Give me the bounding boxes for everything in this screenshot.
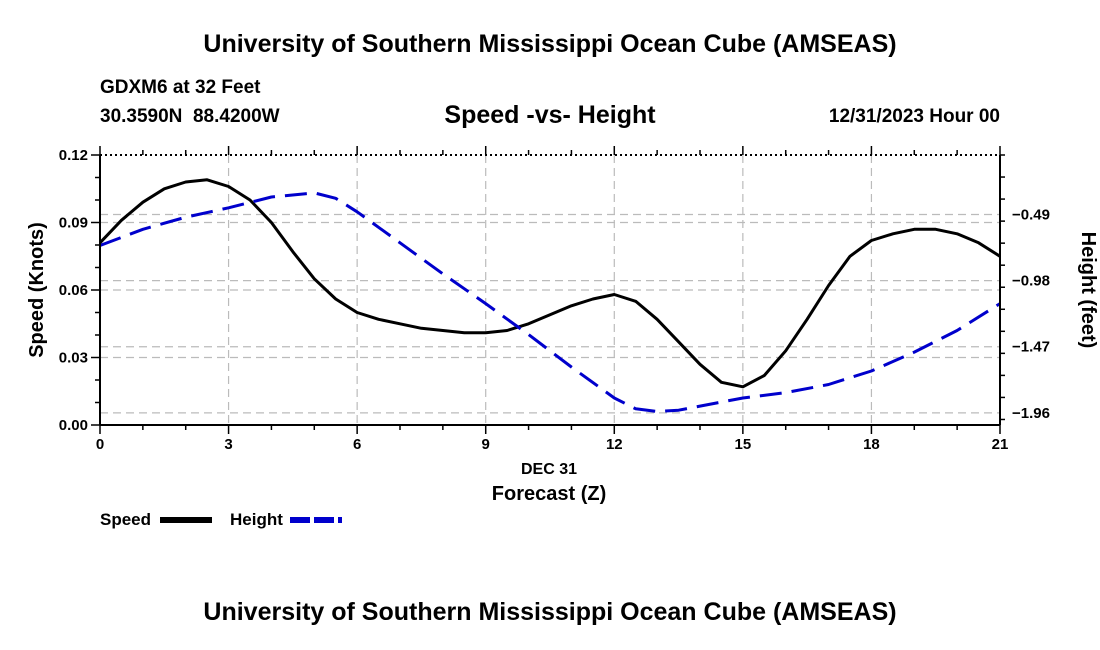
y-tick-label: 0.12 [59, 147, 88, 164]
x-tick-label: 21 [992, 436, 1009, 453]
y-axis-label: Speed (Knots) [26, 222, 48, 358]
x-tick-label: 18 [863, 436, 880, 453]
y2-tick-label: −0.98 [1012, 273, 1050, 290]
x-tick-label: 6 [353, 436, 361, 453]
y-tick-label: 0.09 [59, 215, 88, 232]
y2-tick-label: −1.47 [1012, 339, 1050, 356]
station-name: GDXM6 at 32 Feet [100, 77, 261, 98]
y2-axis-label: Height (feet) [1077, 232, 1099, 349]
legend-label-height: Height [230, 510, 283, 529]
x-axis-date-label: DEC 31 [521, 461, 577, 478]
footer-title: University of Southern Mississippi Ocean… [203, 598, 897, 626]
y2-tick-label: −1.96 [1012, 405, 1050, 422]
x-axis-label: Forecast (Z) [492, 483, 606, 505]
x-tick-label: 12 [606, 436, 623, 453]
x-tick-label: 9 [482, 436, 490, 453]
x-tick-label: 15 [735, 436, 752, 453]
y2-tick-label: −0.49 [1012, 207, 1050, 224]
height-series-line [99, 191, 1001, 413]
speed-series-line [98, 178, 1001, 389]
x-tick-label: 0 [96, 436, 104, 453]
y-tick-label: 0.00 [59, 417, 88, 434]
station-coordinates: 30.3590N 88.4200W [100, 106, 280, 127]
chart-subtitle: Speed -vs- Height [444, 101, 656, 129]
chart-labels: DEC 31 Forecast (Z) Speed (Knots) Height (f… [26, 222, 1099, 505]
grid-lines [100, 155, 1000, 425]
y-tick-label: 0.06 [59, 282, 88, 299]
y-tick-label: 0.03 [59, 350, 88, 367]
legend-label-speed: Speed [100, 510, 151, 529]
x-tick-label: 3 [224, 436, 232, 453]
forecast-datetime: 12/31/2023 Hour 00 [828, 106, 1000, 127]
chart-series [98, 178, 1001, 413]
chart-title: University of Southern Mississippi Ocean… [203, 30, 897, 58]
chart-legend: Speed Height [100, 510, 342, 529]
chart-ticks: 0 3 6 9 12 15 18 21 0.00 0.03 0.06 0.09 0.12 −0.49 −0.… [59, 146, 1050, 453]
